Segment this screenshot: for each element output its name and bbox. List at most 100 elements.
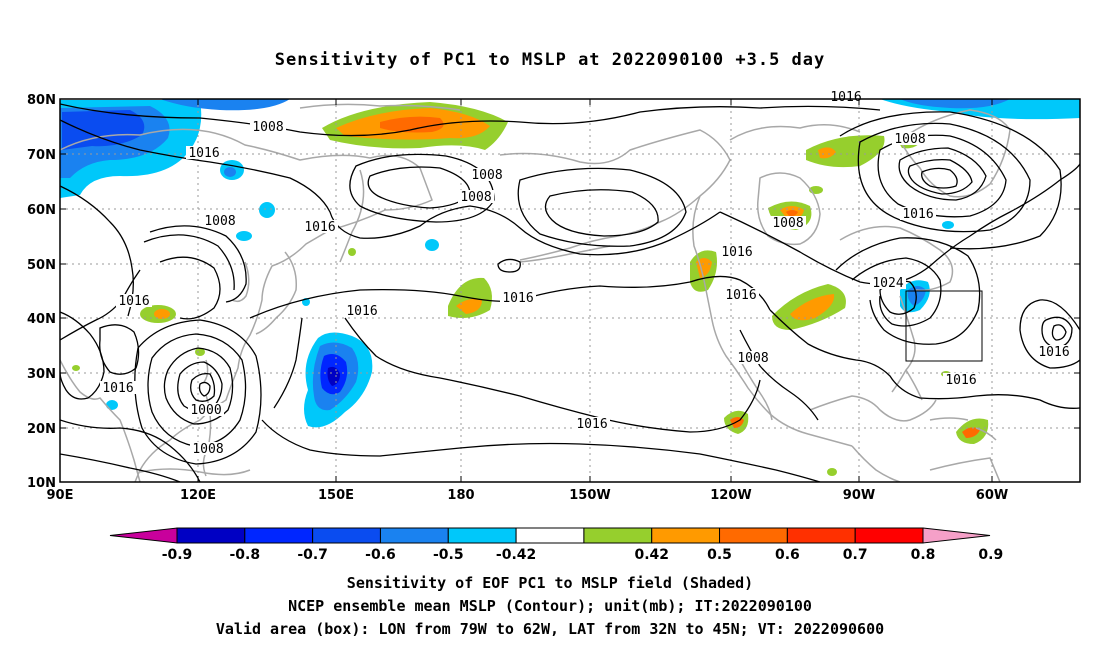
lon-label: 180 <box>447 488 474 503</box>
contour-label-bg <box>574 417 610 430</box>
coast-taiwan <box>203 359 209 383</box>
contour-line <box>60 119 721 256</box>
shade-neg-small-3 <box>236 231 252 241</box>
contour-label-bg <box>770 216 806 229</box>
coast-baja <box>739 359 773 421</box>
colorbar-label: -0.5 <box>433 547 464 563</box>
contour-label: 1008 <box>894 132 925 147</box>
colorbar-label: 0.7 <box>843 547 868 563</box>
coast-caribbean-2 <box>975 427 997 441</box>
contour-label-bg <box>458 190 494 203</box>
contour-line <box>60 311 105 400</box>
shade-pos-us-midwest-core <box>790 294 835 321</box>
contour-label-bg <box>190 442 226 455</box>
contour-label: 1016 <box>188 146 219 161</box>
contour-line <box>177 361 223 412</box>
coast-canada-arctic <box>729 124 861 141</box>
colorbar-label: -0.6 <box>365 547 396 563</box>
colorbar-box <box>854 527 924 544</box>
shade-pos-bering-north-core <box>380 116 444 133</box>
contour-label: 1016 <box>902 207 933 222</box>
contour-label: 1008 <box>772 216 803 231</box>
shade-neg-top-right-core <box>900 99 1010 109</box>
contour-line <box>835 237 981 345</box>
shade-pos-small-1-core <box>154 309 170 319</box>
shade-neg-pacific-inner <box>327 366 340 386</box>
colorbar-label: 0.9 <box>978 547 1003 563</box>
map-frame <box>59 98 1081 483</box>
shade-neg-small-5 <box>942 221 954 229</box>
coast-alaska <box>499 129 731 261</box>
contour-line <box>99 324 140 375</box>
contour-label-bg <box>1036 345 1072 358</box>
contour-line <box>857 122 1031 233</box>
contour-label: 1016 <box>502 291 533 306</box>
lat-label: 10N <box>27 476 56 491</box>
coast-mexico-gulf <box>809 395 937 422</box>
contour-label-bg <box>188 403 224 416</box>
contour-label: 1008 <box>460 190 491 205</box>
contour-line <box>261 419 821 482</box>
shade-pos-aleutian-core <box>456 298 482 314</box>
contour-line <box>60 103 881 137</box>
coast-japan <box>255 251 298 335</box>
contour-label: 1016 <box>118 294 149 309</box>
contour-line <box>60 419 201 482</box>
lon-label: 90E <box>47 488 74 503</box>
contour-line <box>769 309 1080 409</box>
contour-label-bg <box>469 168 505 181</box>
contour-label: 1016 <box>945 373 976 388</box>
contour-line <box>273 317 303 409</box>
caption-line-1: Sensitivity of EOF PC1 to MSLP field (Sh… <box>346 574 754 592</box>
colorbar-label: 0.42 <box>634 547 669 563</box>
shade-pos-small-2 <box>195 348 205 356</box>
shade-pos-caribbean-core <box>962 427 980 438</box>
contour-line <box>1019 299 1080 369</box>
contour-label-bg <box>500 291 536 304</box>
contour-line <box>497 258 521 273</box>
colorbar-box <box>176 527 246 544</box>
contour-label: 1016 <box>830 90 861 105</box>
axis-ticks <box>59 98 1080 483</box>
colorbar-labels: -0.9 -0.8 -0.7 -0.6 -0.5 -0.42 0.42 0.5 0.6 0.7 0.… <box>162 547 1004 563</box>
contour-line <box>739 329 819 421</box>
contour-line <box>877 134 1007 218</box>
contour-labels: 1008 1016 1008 1008 1008 1016 1016 1008 1016 1016… <box>100 90 1072 457</box>
coast-hudson-bay <box>756 172 821 246</box>
contour-label-bg <box>719 245 755 258</box>
coast-us-east <box>891 295 916 393</box>
contour-line <box>367 166 471 209</box>
contour-label-bg <box>302 220 338 233</box>
contour-line <box>60 269 141 341</box>
colorbar-box <box>379 527 449 544</box>
coast-aleutians <box>519 245 611 263</box>
graticule <box>60 99 1080 482</box>
colorbar-box <box>651 527 721 544</box>
contour-label-bg <box>892 132 928 145</box>
colorbar-box <box>719 527 788 544</box>
shade-pos-small-7 <box>72 365 80 371</box>
contour-line <box>147 333 247 447</box>
contour-line <box>349 153 495 223</box>
caption-line-2: NCEP ensemble mean MSLP (Contour); unit(… <box>288 597 812 615</box>
contour-line <box>149 225 247 303</box>
contour-label: 1008 <box>737 351 768 366</box>
colorbar-box <box>515 527 585 544</box>
contour-line <box>851 257 942 327</box>
contour-line <box>839 111 1062 250</box>
map-title: Sensitivity of PC1 to MSLP at 2022090100… <box>274 50 826 70</box>
coast-china-south <box>60 359 141 482</box>
contour-line <box>249 275 771 319</box>
contour-label-bg <box>186 146 222 159</box>
colorbar-label: 0.8 <box>911 547 936 563</box>
contour-label: 1008 <box>204 214 235 229</box>
shade-pos-small-6 <box>348 248 356 256</box>
contour-line <box>198 381 211 397</box>
contour-line <box>344 317 761 433</box>
coast-caribbean-1 <box>929 417 969 421</box>
contour-line <box>143 234 235 291</box>
shade-pos-hudson-inner <box>786 210 798 217</box>
lat-label: 50N <box>27 258 56 273</box>
colorbar-label: 0.5 <box>707 547 732 563</box>
valid-area-box <box>905 290 983 362</box>
